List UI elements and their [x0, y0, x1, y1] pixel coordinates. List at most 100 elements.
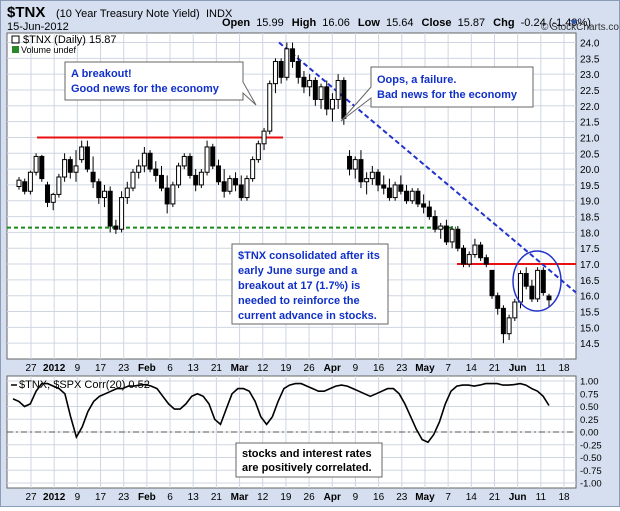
chart-date: 15-Jun-2012 [7, 21, 69, 33]
candle-body [546, 295, 552, 301]
close-label: Close [422, 17, 452, 29]
candle-body [204, 146, 210, 173]
candle-body [101, 190, 107, 199]
consolidated-line-1: $TNX consolidated after its [238, 250, 380, 262]
candle-body [438, 225, 444, 230]
corr-x-tick-label: Apr [324, 492, 341, 503]
corr-x-tick-label: 17 [95, 492, 107, 503]
candle-body [364, 178, 370, 183]
consolidated-text: $TNX consolidated after its early June s… [238, 250, 380, 322]
candle-body [535, 269, 541, 300]
candle-body [483, 257, 489, 265]
price-tick-label: 15.5 [580, 308, 600, 319]
exchange: INDX [206, 8, 233, 20]
price-tick-label: 18.5 [580, 213, 600, 224]
candle-body [455, 228, 461, 249]
candle-body [187, 155, 193, 176]
correlation-text-1: stocks and interest rates [242, 448, 372, 460]
corr-x-tick-label: 7 [445, 492, 451, 503]
corr-x-tick-label: 23 [396, 492, 408, 503]
corr-tick-label: 1.00 [580, 377, 599, 388]
x-tick-label: 26 [304, 363, 316, 374]
failure-text-1: Oops, a failure. [377, 74, 456, 86]
corr-x-tick-label: Feb [138, 492, 156, 503]
candle-body [141, 152, 147, 167]
legend-main: $TNX (Daily) 15.87 [23, 34, 117, 46]
correlation-axis: 1.000.75 0.50 0.25 0.00-0.25 -0.50 -0.75 -1.00 [580, 377, 602, 490]
candle-body [147, 152, 153, 170]
close-value: 15.87 [458, 17, 486, 29]
candle-body [238, 184, 244, 199]
candle-body [56, 176, 62, 195]
x-tick-label: 13 [188, 363, 200, 374]
corr-x-tick-label: 21 [489, 492, 501, 503]
candle-body [421, 203, 427, 208]
x-tick-label: 16 [373, 363, 385, 374]
candle-body [67, 159, 73, 173]
corr-tick-label: -0.75 [580, 466, 602, 477]
high-label: High [292, 17, 317, 29]
candle-body [198, 171, 204, 186]
candle-body [255, 143, 261, 161]
candle-body [386, 187, 392, 199]
date-axis-corr: 27 2012 9 17 23 Feb 6 13 21 Mar 12 19 26 Apr 9 16 23 May 7… [25, 492, 570, 503]
dropdown-arrow-icon[interactable] [570, 20, 578, 25]
price-tick-label: 14.5 [580, 339, 600, 350]
candle-body [449, 228, 455, 243]
x-tick-label: Apr [324, 363, 341, 374]
price-tick-label: 17.0 [580, 260, 600, 271]
candle-body [312, 79, 318, 100]
open-value: 15.99 [256, 17, 284, 29]
candle-body [307, 79, 313, 88]
candle-body [193, 174, 199, 186]
corr-x-tick-label: 18 [558, 492, 570, 503]
candle-body [489, 269, 495, 297]
candle-body [540, 269, 546, 294]
x-tick-label: 21 [211, 363, 223, 374]
corr-x-tick-label: 12 [257, 492, 269, 503]
candle-body [119, 197, 125, 230]
candle-body [22, 181, 28, 192]
x-tick-label: Jun [509, 363, 527, 374]
price-tick-label: 24.0 [580, 38, 600, 49]
corr-x-tick-label: 23 [118, 492, 130, 503]
corr-x-tick-label: 2012 [43, 492, 66, 503]
volume-swatch [12, 46, 19, 53]
corr-tick-label: 0.75 [580, 389, 599, 400]
candle-body [233, 178, 239, 186]
candle-body [215, 165, 221, 183]
candle-body [375, 171, 381, 186]
symbol-name: (10 Year Treasury Note Yield) [56, 8, 200, 20]
price-tick-label: 23.0 [580, 70, 600, 81]
candle-body [113, 225, 119, 230]
candle-body [164, 187, 170, 205]
legend-corr: $TNX, $SPX Corr(20) 0.52 [19, 379, 150, 391]
candle-body [426, 206, 432, 218]
price-tick-label: 23.5 [580, 54, 600, 65]
candle-body [529, 285, 535, 300]
corr-x-tick-label: 9 [353, 492, 359, 503]
breakout-callout [64, 61, 257, 106]
corr-tick-label: -1.00 [580, 479, 602, 490]
candle-body [335, 79, 341, 100]
corr-x-tick-label: 16 [373, 492, 385, 503]
corr-x-tick-label: 9 [75, 492, 81, 503]
x-tick-label: Mar [231, 363, 249, 374]
x-tick-label: 9 [75, 363, 81, 374]
candle-body [301, 76, 307, 88]
legend-volume: Volume undef [21, 45, 77, 55]
x-tick-label: 18 [558, 363, 570, 374]
failure-text-2: Bad news for the economy [377, 89, 518, 101]
candle-body [506, 317, 512, 335]
price-tick-label: 15.0 [580, 323, 600, 334]
low-label: Low [358, 17, 380, 29]
candle-body [290, 48, 296, 62]
candle-body [329, 98, 335, 110]
candle-body [478, 244, 484, 259]
x-tick-label: 9 [353, 363, 359, 374]
candle-body [369, 171, 375, 180]
corr-x-tick-label: Mar [231, 492, 249, 503]
candle-body [107, 190, 113, 227]
candle-body [39, 155, 45, 180]
candle-body [244, 178, 250, 199]
